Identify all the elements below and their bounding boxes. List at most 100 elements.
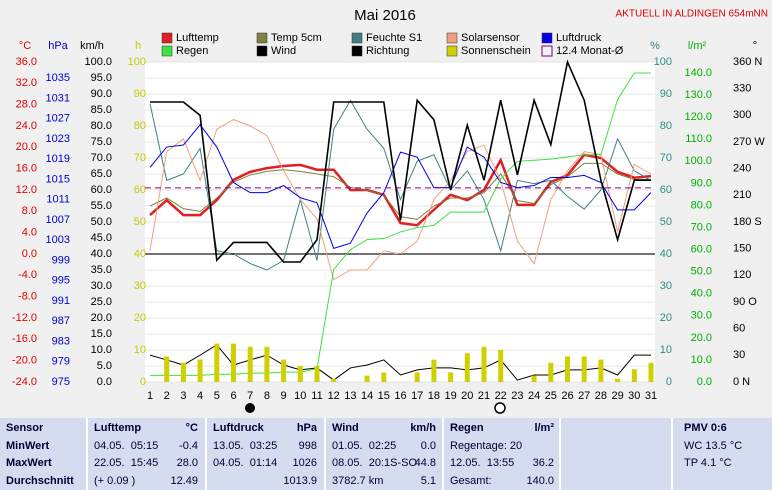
y-tick-label: 210: [733, 189, 751, 201]
y-tick-label: 330: [733, 83, 751, 95]
x-tick-label: 21: [478, 390, 490, 402]
legend-label: Temp 5cm: [271, 32, 322, 44]
y-tick-label: 85.0: [91, 104, 112, 116]
pmv-text: TP 4.1 °C: [684, 457, 732, 469]
axis-unit: °: [753, 40, 757, 52]
new-moon-icon: [245, 403, 255, 413]
sunshine-bar: [531, 375, 537, 382]
y-tick-label: 24.0: [16, 120, 37, 132]
y-tick-label: 60: [733, 323, 745, 335]
legend-swatch: [256, 32, 268, 44]
sunshine-bar: [314, 366, 320, 382]
sunshine-bar: [281, 359, 287, 382]
sunshine-bar: [464, 353, 470, 382]
pmv-text: PMV 0:6: [684, 422, 727, 434]
y-tick-label: 100.0: [84, 56, 112, 68]
y-tick-label: 40: [134, 248, 146, 260]
sunshine-bar: [448, 372, 454, 382]
axis-unit: %: [650, 40, 660, 52]
y-tick-label: 1027: [46, 113, 70, 125]
y-tick-label: 30.0: [91, 280, 112, 292]
legend-swatch: [446, 45, 458, 57]
sunshine-bar: [364, 375, 370, 382]
y-tick-label: 0 N: [733, 376, 750, 388]
sunshine-bar: [548, 362, 554, 382]
y-tick-label: 120.0: [684, 111, 712, 123]
legend-label: 12.4 Monat-Ø: [556, 45, 624, 57]
legend-swatch: [161, 32, 173, 44]
legend-swatch: [351, 32, 363, 44]
y-tick-label: 120: [733, 269, 751, 281]
y-tick-label: 40: [660, 248, 672, 260]
y-tick-label: 0: [140, 376, 146, 388]
y-tick-label: -24.0: [12, 376, 37, 388]
y-tick-label: 10: [134, 344, 146, 356]
cell-right: -0.4: [179, 440, 198, 452]
y-tick-label: 50.0: [91, 216, 112, 228]
legend-swatch: [446, 32, 458, 44]
legend-swatch: [541, 32, 553, 44]
x-tick-label: 12: [328, 390, 340, 402]
series-line: [150, 59, 651, 263]
y-tick-label: 28.0: [16, 99, 37, 111]
sunshine-bar: [565, 356, 570, 382]
x-tick-label: 14: [361, 390, 373, 402]
y-tick-label: 30: [134, 280, 146, 292]
sunshine-bar: [264, 346, 270, 382]
cell-left: 3782.7 km: [332, 475, 383, 487]
cell-right: 5.1: [421, 475, 436, 487]
x-tick-label: 6: [230, 390, 236, 402]
y-tick-label: 999: [52, 254, 70, 266]
row-label: MinWert: [6, 440, 50, 452]
y-tick-label: 20: [134, 312, 146, 324]
x-tick-label: 22: [495, 390, 507, 402]
row-label: Durchschnitt: [6, 475, 74, 487]
y-tick-label: 180 S: [733, 216, 762, 228]
y-tick-label: 360 N: [733, 56, 762, 68]
cell-right: 36.2: [533, 457, 554, 469]
y-tick-label: -20.0: [12, 355, 37, 367]
y-tick-label: 140.0: [684, 67, 712, 79]
sunshine-bar: [615, 378, 621, 382]
y-tick-label: 30: [660, 280, 672, 292]
row-label: Sensor: [6, 422, 44, 434]
y-tick-label: 15.0: [91, 328, 112, 340]
cell-left: 01.05. 02:25: [332, 440, 396, 452]
x-tick-label: 7: [247, 390, 253, 402]
y-tick-label: 55.0: [91, 200, 112, 212]
pmv-text: WC 13.5 °C: [684, 440, 742, 452]
stats-table: [0, 418, 772, 490]
x-tick-label: 26: [561, 390, 573, 402]
x-tick-label: 23: [511, 390, 523, 402]
legend-label: Richtung: [366, 45, 409, 57]
cell-left: (+ 0.09 ): [94, 475, 135, 487]
x-tick-label: 18: [428, 390, 440, 402]
x-tick-label: 5: [214, 390, 220, 402]
full-moon-icon: [494, 402, 506, 414]
y-tick-label: 100: [654, 56, 672, 68]
y-tick-label: 1003: [46, 234, 70, 246]
sunshine-bar: [631, 369, 637, 382]
y-tick-label: 35.0: [91, 264, 112, 276]
y-tick-label: 30: [733, 349, 745, 361]
y-tick-label: 20: [660, 312, 672, 324]
y-tick-label: 1011: [46, 194, 70, 206]
cell-left: Regentage: 20: [450, 440, 522, 452]
cell-left: Gesamt:: [450, 475, 492, 487]
x-tick-label: 28: [595, 390, 607, 402]
y-tick-label: 50.0: [691, 266, 712, 278]
y-tick-label: 90 O: [733, 296, 757, 308]
sunshine-bar: [431, 359, 437, 382]
cell-right: hPa: [297, 422, 318, 434]
axis-unit: l/m²: [688, 40, 707, 52]
y-tick-label: 110.0: [685, 133, 712, 145]
x-tick-label: 29: [611, 390, 623, 402]
x-tick-label: 27: [578, 390, 590, 402]
x-tick-label: 2: [164, 390, 170, 402]
y-tick-label: 70: [134, 152, 146, 164]
y-tick-label: 0.0: [22, 248, 37, 260]
y-tick-label: 1035: [46, 72, 70, 84]
axis-unit: h: [135, 40, 141, 52]
y-tick-label: 100: [128, 56, 146, 68]
x-tick-label: 8: [264, 390, 270, 402]
